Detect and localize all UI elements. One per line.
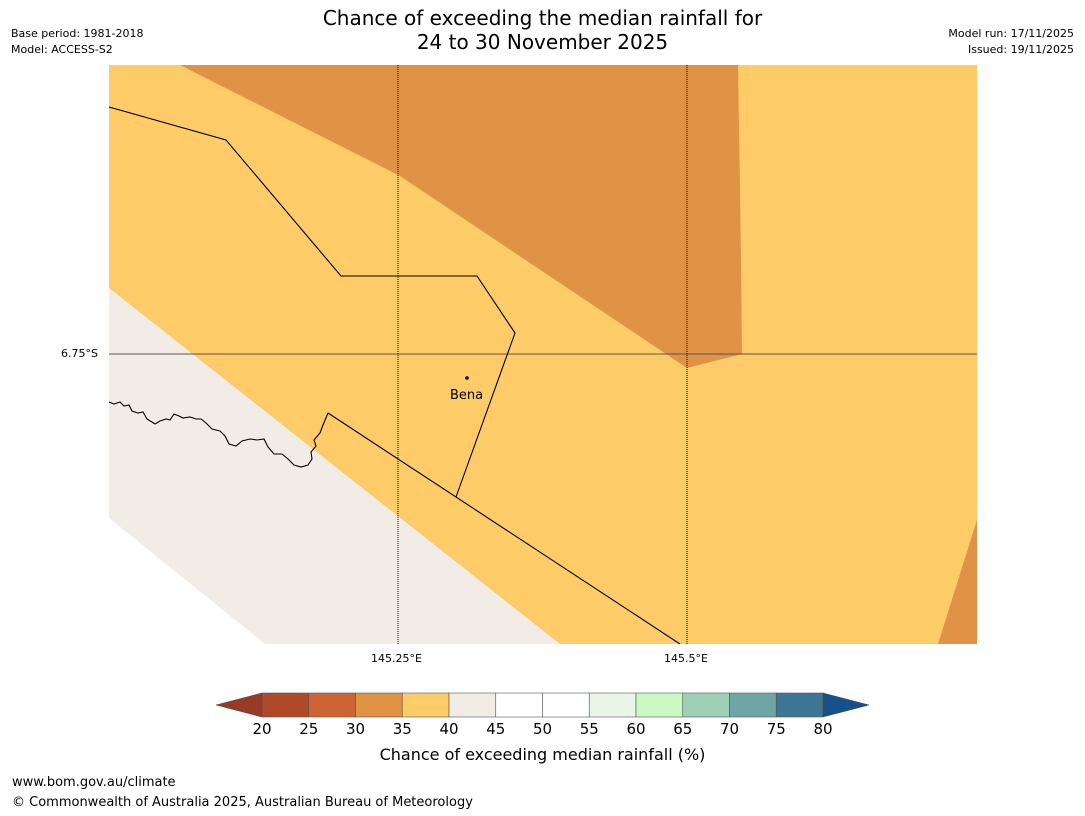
title-line-1: Chance of exceeding the median rainfall … bbox=[322, 6, 763, 30]
colorbar-tick-label: 30 bbox=[345, 720, 366, 738]
meta-left: Base period: 1981-2018 Model: ACCESS-S2 bbox=[11, 26, 143, 58]
district-border-north bbox=[109, 106, 516, 498]
bena-marker bbox=[465, 376, 469, 380]
district-border-south bbox=[327, 412, 681, 644]
lon-label-1: 145.25°E bbox=[371, 652, 422, 665]
colorbar-tick-label: 70 bbox=[719, 720, 740, 738]
colorbar-tick-label: 80 bbox=[813, 720, 833, 738]
band-25-30 bbox=[180, 65, 742, 368]
colorbar-under-arrow bbox=[215, 692, 263, 718]
footer-url: www.bom.gov.au/climate bbox=[12, 775, 176, 790]
band-40-45 bbox=[109, 288, 560, 644]
colorbar-cell bbox=[542, 692, 590, 718]
colorbar-over-arrow bbox=[822, 692, 870, 718]
colorbar-tick-label: 25 bbox=[299, 720, 319, 738]
lon-label-2: 145.5°E bbox=[664, 652, 708, 665]
colorbar-cell bbox=[635, 692, 684, 718]
map-title: Chance of exceeding the median rainfall … bbox=[0, 6, 1085, 54]
colorbar-cell bbox=[588, 692, 637, 718]
river-coast-border bbox=[109, 401, 329, 468]
issued-date: Issued: 19/11/2025 bbox=[967, 43, 1074, 56]
colorbar-cell bbox=[355, 692, 403, 718]
colorbar-tick-label: 20 bbox=[252, 720, 272, 738]
colorbar-cell bbox=[775, 692, 824, 718]
colorbar-label: Chance of exceeding median rainfall (%) bbox=[379, 745, 706, 764]
title-line-2: 24 to 30 November 2025 bbox=[416, 30, 669, 54]
model-run: Model run: 17/11/2025 bbox=[948, 27, 1074, 40]
base-period: Base period: 1981-2018 bbox=[11, 27, 144, 40]
colorbar-cell bbox=[401, 692, 450, 718]
colorbar-cell bbox=[495, 692, 543, 718]
meta-right: Model run: 17/11/2025 Issued: 19/11/2025 bbox=[948, 26, 1074, 58]
colorbar-cell bbox=[448, 692, 497, 718]
band-25-30-corner bbox=[938, 520, 977, 644]
colorbar-tick-label: 40 bbox=[439, 720, 459, 738]
lat-label: 6.75°S bbox=[61, 347, 98, 360]
no-data-corner bbox=[109, 518, 265, 644]
colorbar-cell bbox=[729, 692, 777, 718]
colorbar-cell bbox=[308, 692, 356, 718]
colorbar-tick-label: 75 bbox=[766, 720, 786, 738]
model-name: Model: ACCESS-S2 bbox=[11, 43, 113, 56]
colorbar-cell bbox=[682, 692, 730, 718]
colorbar-tick-label: 55 bbox=[579, 720, 599, 738]
footer-copyright: © Commonwealth of Australia 2025, Austra… bbox=[12, 795, 473, 810]
place-label-bena: Bena bbox=[450, 388, 484, 403]
colorbar-tick-label: 60 bbox=[626, 720, 646, 738]
colorbar-tick-label: 50 bbox=[532, 720, 553, 738]
colorbar-tick-label: 65 bbox=[673, 720, 693, 738]
colorbar-cell bbox=[261, 692, 310, 718]
colorbar-tick-label: 35 bbox=[392, 720, 412, 738]
colorbar bbox=[215, 692, 870, 718]
colorbar-tick-label: 45 bbox=[486, 720, 506, 738]
